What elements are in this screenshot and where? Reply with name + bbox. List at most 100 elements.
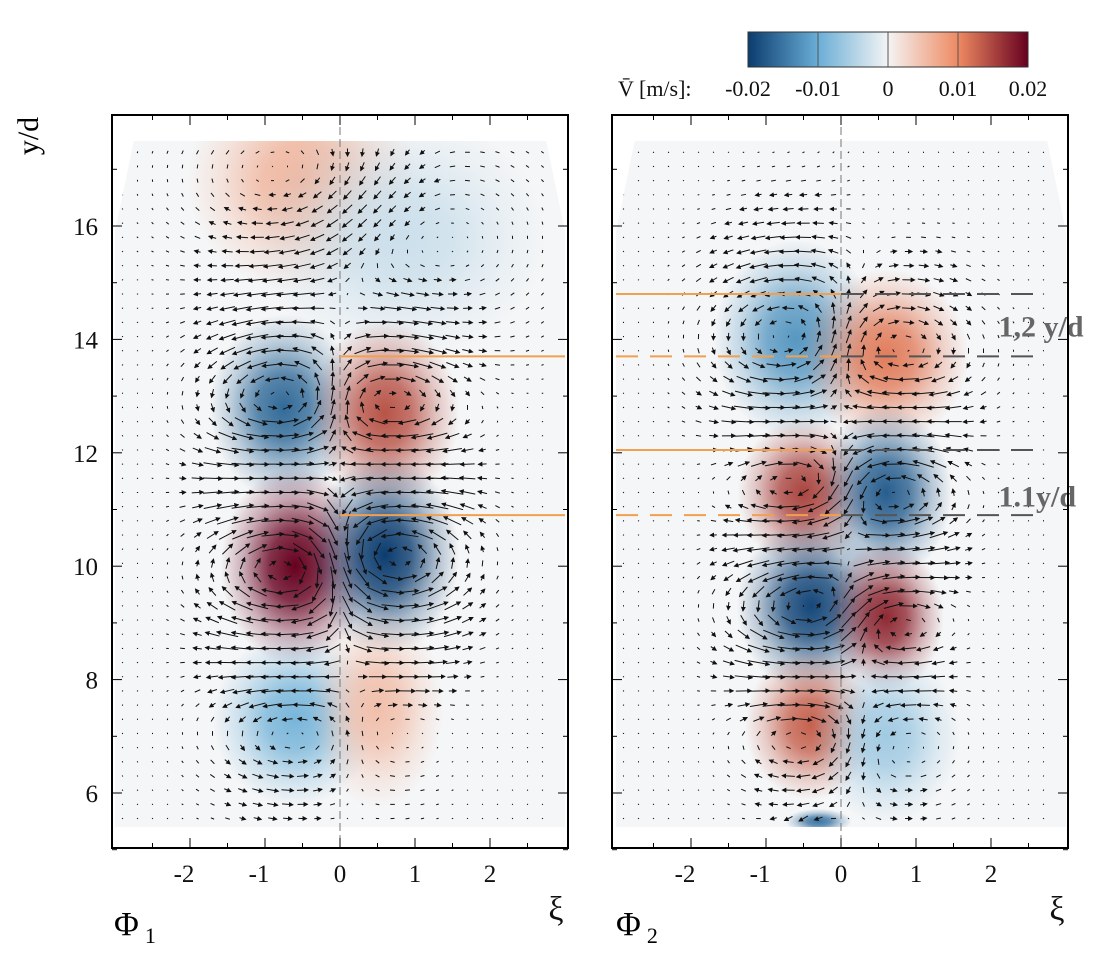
quiver-arrow (667, 562, 670, 565)
quiver-arrow (231, 333, 254, 341)
quiver-arrow (526, 775, 529, 777)
quiver-arrow (465, 558, 471, 568)
quiver-arrow (220, 277, 234, 283)
quiver-arrow (480, 434, 485, 438)
quiver-arrow (997, 548, 1000, 551)
quiver-arrow (404, 149, 410, 156)
quiver-arrow (136, 264, 139, 267)
quiver-arrow (1042, 392, 1045, 395)
quiver-arrow (239, 815, 247, 821)
quiver-arrow (951, 236, 956, 239)
quiver-arrow (428, 347, 448, 355)
quiver-arrow (235, 234, 249, 240)
quiver-arrow (1027, 619, 1030, 621)
quiver-arrow (361, 730, 364, 737)
quiver-arrow (398, 574, 418, 580)
quiver-arrow (495, 589, 500, 594)
quiver-arrow (374, 403, 380, 411)
quiver-arrow (241, 178, 244, 183)
quiver-arrow (180, 589, 185, 594)
quiver-arrow (411, 630, 435, 636)
quiver-arrow (1042, 690, 1045, 692)
quiver-arrow (479, 646, 486, 650)
quiver-arrow (967, 236, 970, 239)
quiver-arrow (445, 320, 461, 326)
quiver-arrow (276, 361, 298, 367)
quiver-arrow (310, 219, 324, 227)
quiver-arrow (297, 759, 308, 765)
quiver-arrow (231, 489, 255, 495)
quiver-arrow (1042, 420, 1045, 423)
quiver-arrow (412, 320, 434, 326)
quiver-arrow (465, 264, 470, 267)
quiver-arrow (511, 207, 514, 211)
quiver-arrow (772, 151, 775, 154)
quiver-arrow (208, 374, 216, 384)
quiver-arrow (1012, 775, 1015, 777)
quiver-arrow (541, 803, 544, 806)
quiver-arrow (136, 605, 139, 607)
quiver-arrow (436, 732, 439, 735)
quiver-arrow (256, 165, 259, 168)
quiver-arrow (540, 321, 545, 324)
quiver-arrow (327, 291, 337, 297)
quiver-arrow (526, 633, 529, 635)
quiver-arrow (412, 361, 433, 369)
quiver-arrow (232, 530, 254, 540)
quiver-arrow (312, 787, 323, 793)
quiver-arrow (652, 420, 655, 423)
quiver-arrow (464, 572, 471, 582)
quiver-arrow (196, 178, 199, 183)
quiver-arrow (541, 378, 544, 380)
quiver-arrow (314, 372, 321, 386)
quiver-arrow (193, 432, 202, 439)
quiver-arrow (180, 689, 185, 693)
quiver-arrow (238, 788, 248, 793)
quiver-arrow (191, 475, 205, 481)
quiver-arrow (206, 306, 218, 311)
quiver-arrow (180, 675, 185, 678)
quiver-arrow (885, 475, 901, 481)
quiver-arrow (195, 573, 201, 581)
quiver-arrow (121, 349, 124, 352)
quiver-arrow (877, 165, 880, 168)
quiver-arrow (309, 277, 325, 283)
quiver-arrow (525, 306, 530, 310)
quiver-arrow (254, 744, 261, 751)
quiver-arrow (136, 222, 139, 225)
quiver-arrow (276, 533, 300, 539)
quiver-arrow (1042, 548, 1045, 550)
quiver-arrow (255, 179, 260, 182)
quiver-arrow (495, 292, 500, 296)
quiver-arrow (622, 463, 625, 465)
quiver-arrow (481, 761, 484, 763)
quiver-arrow (682, 803, 685, 806)
quiver-arrow (246, 361, 268, 370)
positive-velocity-region (828, 542, 944, 693)
quiver-arrow (207, 249, 217, 254)
quiver-arrow (1042, 293, 1045, 295)
quiver-arrow (511, 647, 514, 650)
quiver-arrow (462, 348, 474, 354)
quiver-arrow (862, 179, 865, 182)
quiver-arrow (292, 346, 312, 354)
quiver-arrow (481, 803, 484, 806)
quiver-arrow (1027, 222, 1030, 224)
quiver-arrow (637, 534, 640, 536)
quiver-arrow (326, 511, 339, 532)
quiver-arrow (326, 219, 339, 228)
quiver-arrow (136, 435, 139, 437)
quiver-arrow (420, 775, 425, 777)
quiver-arrow (757, 151, 760, 154)
quiver-arrow (526, 505, 529, 508)
quiver-arrow (637, 548, 640, 550)
quiver-arrow (420, 221, 425, 226)
quiver-arrow (208, 587, 217, 596)
quiver-arrow (253, 759, 263, 765)
quiver-arrow (637, 378, 640, 380)
quiver-arrow (311, 205, 323, 213)
quiver-arrow (136, 236, 139, 239)
quiver-arrow (526, 207, 529, 211)
quiver-arrow (205, 320, 219, 326)
quiver-arrow (121, 250, 124, 253)
